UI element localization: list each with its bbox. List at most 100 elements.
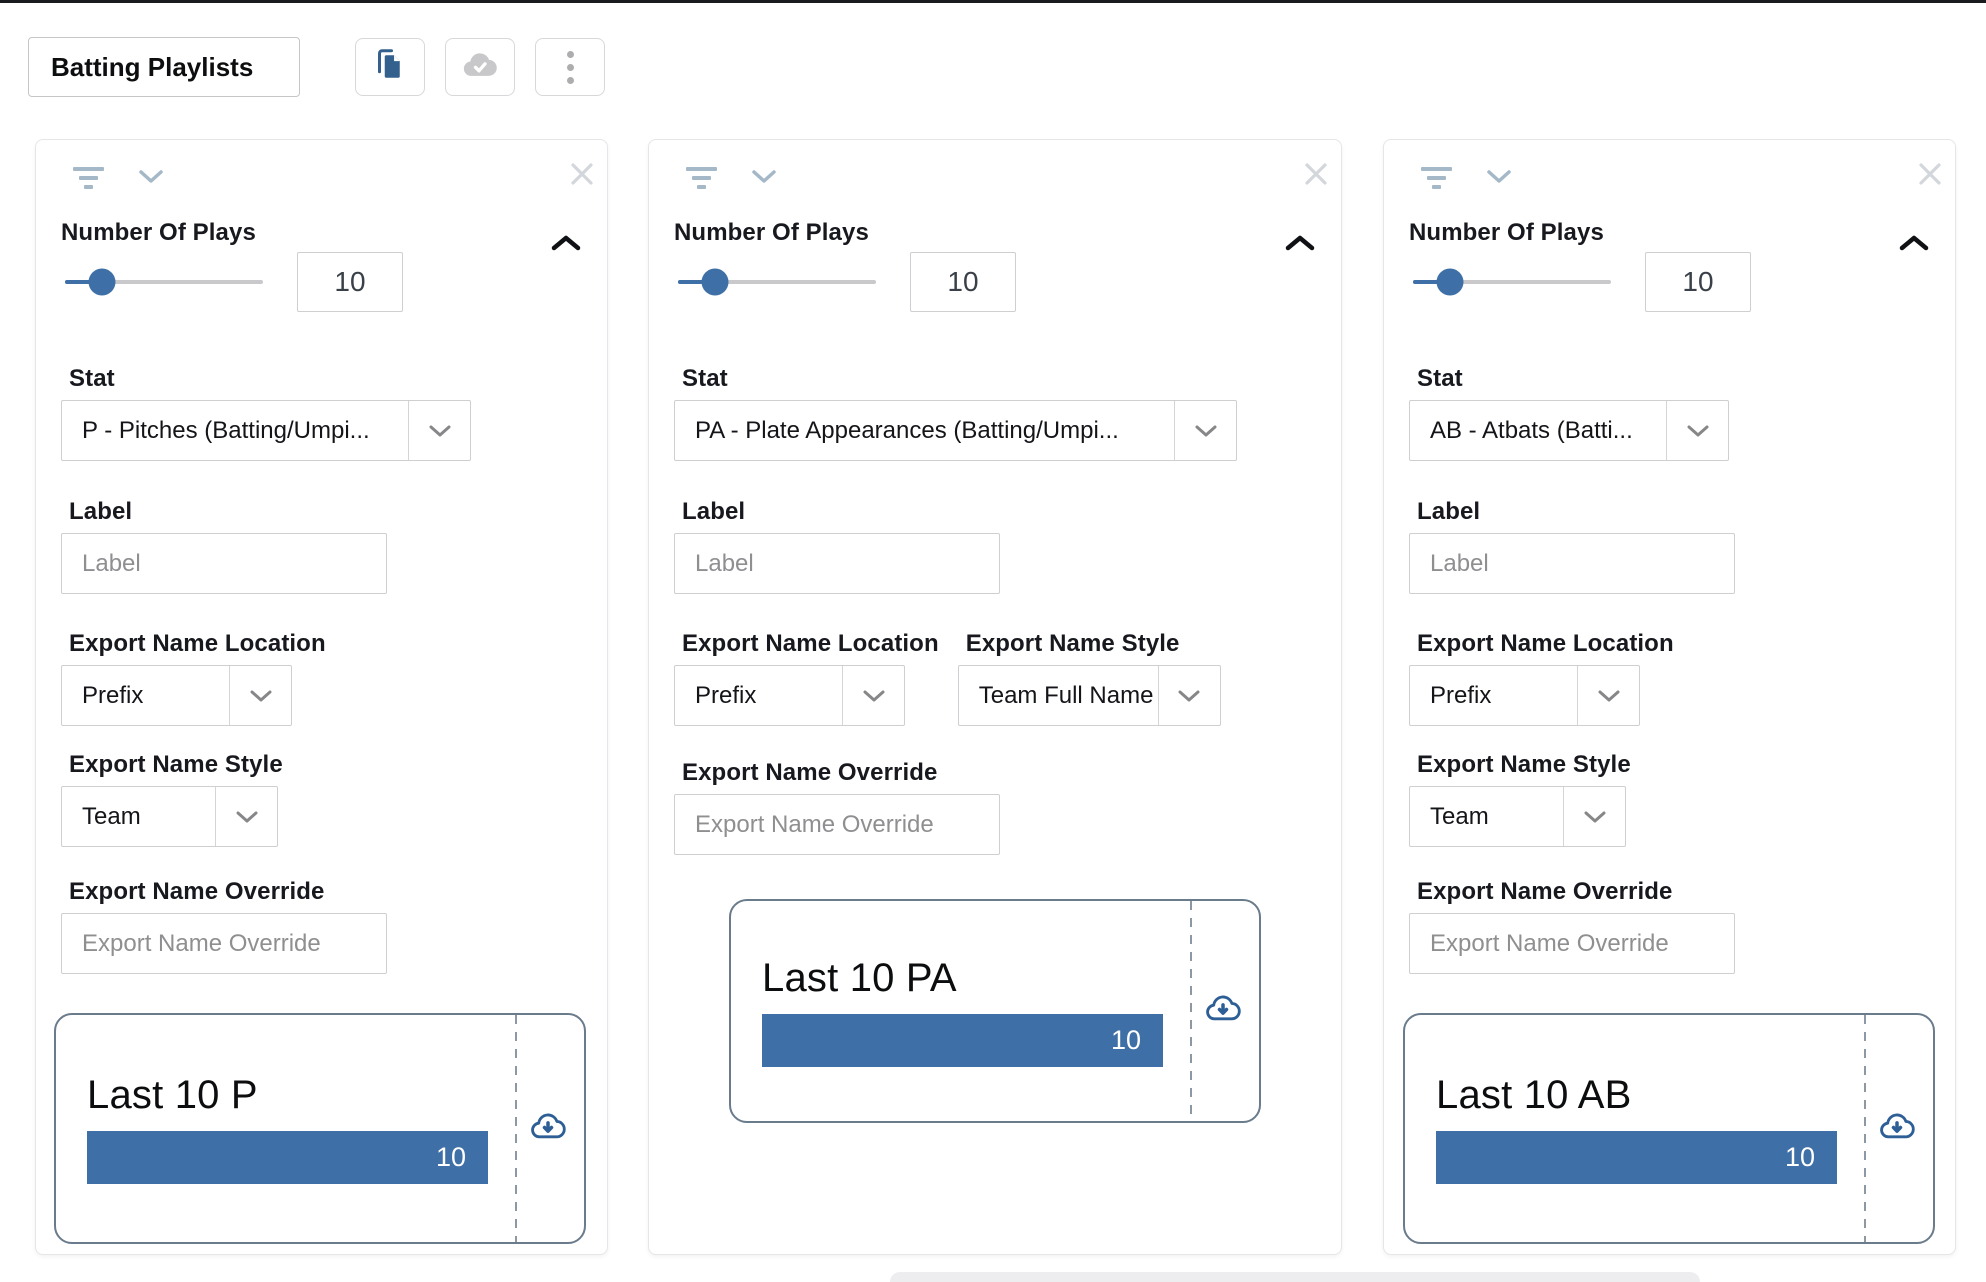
card-header <box>649 140 1341 192</box>
stat-select-value: AB - Atbats (Batti... <box>1430 416 1633 444</box>
more-options-button[interactable] <box>535 38 605 96</box>
label-input[interactable] <box>674 533 1000 594</box>
export-name-style-select[interactable]: Team <box>1409 786 1626 847</box>
number-of-plays-label: Number Of Plays <box>674 219 869 246</box>
export-name-override-label: Export Name Override <box>1417 878 1673 905</box>
preview-divider <box>1190 901 1192 1121</box>
export-name-location-select[interactable]: Prefix <box>674 665 905 726</box>
page-header: Batting Playlists <box>28 37 605 97</box>
export-name-location-value: Prefix <box>695 681 757 709</box>
stat-select[interactable]: PA - Plate Appearances (Batting/Umpi... <box>674 400 1237 461</box>
export-name-location-value: Prefix <box>1430 681 1492 709</box>
copy-icon <box>372 47 408 88</box>
slider-thumb[interactable] <box>88 268 116 296</box>
chevron-down-icon <box>408 401 470 460</box>
export-name-override-input[interactable] <box>1409 913 1735 974</box>
close-icon[interactable] <box>568 160 596 193</box>
preview-bar: 10 <box>1436 1131 1837 1184</box>
close-icon[interactable] <box>1302 160 1330 193</box>
header-toolbar <box>355 38 605 96</box>
slider-thumb[interactable] <box>701 268 729 296</box>
preview-content: Last 10 AB 10 <box>1436 1015 1837 1242</box>
preview-bar: 10 <box>762 1013 1163 1067</box>
filter-icon[interactable] <box>1421 167 1452 189</box>
window-top-edge <box>0 0 1986 3</box>
preview-content: Last 10 P 10 <box>87 1015 488 1242</box>
export-name-location-label: Export Name Location <box>682 630 939 657</box>
playlist-cards-row: Number Of Plays Stat P - Pitches (Battin… <box>35 139 1956 1255</box>
export-name-style-select[interactable]: Team Full Name <box>957 665 1221 726</box>
chevron-down-icon <box>1666 401 1728 460</box>
stat-select-value: PA - Plate Appearances (Batting/Umpi... <box>695 416 1119 444</box>
collapse-chevron-up-icon[interactable] <box>1284 234 1316 257</box>
number-of-plays-input[interactable] <box>1645 252 1751 312</box>
label-label: Label <box>1417 498 1481 525</box>
export-name-location-label: Export Name Location <box>69 630 326 657</box>
export-name-style-group: Export Name Style Team Full Name <box>957 630 1221 726</box>
label-label: Label <box>69 498 133 525</box>
export-name-style-select[interactable]: Team <box>61 786 278 847</box>
chevron-down-icon <box>215 787 277 846</box>
playlist-card-p: Number Of Plays Stat P - Pitches (Battin… <box>35 139 608 1255</box>
export-name-override-input[interactable] <box>674 794 1000 855</box>
export-name-location-group: Export Name Location Prefix <box>674 630 939 726</box>
card-header <box>36 140 607 192</box>
card-header <box>1384 140 1955 192</box>
export-name-style-value: Team <box>82 802 141 830</box>
playlist-preview: Last 10 PA 10 <box>729 899 1261 1123</box>
playlist-card-ab: Number Of Plays Stat AB - Atbats (Batti.… <box>1383 139 1956 1255</box>
chevron-down-icon <box>842 666 904 725</box>
playlist-preview: Last 10 AB 10 <box>1403 1013 1935 1244</box>
preview-divider <box>1864 1015 1866 1242</box>
preview-content: Last 10 PA 10 <box>762 901 1163 1121</box>
playlist-title-input[interactable]: Batting Playlists <box>28 37 300 97</box>
filter-icon[interactable] <box>686 167 717 189</box>
label-input[interactable] <box>61 533 387 594</box>
export-name-override-label: Export Name Override <box>682 759 938 786</box>
export-name-override-input[interactable] <box>61 913 387 974</box>
close-icon[interactable] <box>1916 160 1944 193</box>
export-name-location-select[interactable]: Prefix <box>61 665 292 726</box>
chevron-down-icon[interactable] <box>1486 168 1512 189</box>
chevron-down-icon[interactable] <box>138 168 164 189</box>
number-of-plays-input[interactable] <box>910 252 1016 312</box>
chevron-down-icon <box>229 666 291 725</box>
stat-select[interactable]: P - Pitches (Batting/Umpi... <box>61 400 471 461</box>
export-name-location-select[interactable]: Prefix <box>1409 665 1640 726</box>
cloud-download-icon[interactable] <box>524 1106 572 1151</box>
label-input[interactable] <box>1409 533 1735 594</box>
export-name-location-value: Prefix <box>82 681 144 709</box>
number-of-plays-slider[interactable] <box>1413 268 1611 296</box>
stat-label: Stat <box>69 365 115 392</box>
collapse-chevron-up-icon[interactable] <box>1898 234 1930 257</box>
chevron-down-icon[interactable] <box>751 168 777 189</box>
number-of-plays-label: Number Of Plays <box>61 219 256 246</box>
filter-icon[interactable] <box>73 167 104 189</box>
preview-title: Last 10 PA <box>762 955 957 1000</box>
playlist-preview: Last 10 P 10 <box>54 1013 586 1244</box>
number-of-plays-input[interactable] <box>297 252 403 312</box>
export-name-style-label: Export Name Style <box>69 751 283 778</box>
preview-bar: 10 <box>87 1131 488 1184</box>
number-of-plays-slider[interactable] <box>678 268 876 296</box>
cloud-download-icon[interactable] <box>1873 1106 1921 1151</box>
stat-select[interactable]: AB - Atbats (Batti... <box>1409 400 1729 461</box>
preview-title: Last 10 AB <box>1436 1073 1632 1117</box>
export-name-style-label: Export Name Style <box>965 630 1180 657</box>
slider-thumb[interactable] <box>1436 268 1464 296</box>
stat-label: Stat <box>682 365 728 392</box>
label-label: Label <box>682 498 746 525</box>
export-name-location-label: Export Name Location <box>1417 630 1674 657</box>
export-name-style-label: Export Name Style <box>1417 751 1631 778</box>
export-name-style-value: Team Full Name <box>978 681 1154 709</box>
copy-button[interactable] <box>355 38 425 96</box>
collapse-chevron-up-icon[interactable] <box>550 234 582 257</box>
number-of-plays-slider[interactable] <box>65 268 263 296</box>
cloud-download-icon[interactable] <box>1199 989 1247 1034</box>
preview-divider <box>515 1015 517 1242</box>
chevron-down-icon <box>1563 787 1625 846</box>
cloud-saved-button[interactable] <box>445 38 515 96</box>
preview-title: Last 10 P <box>87 1073 258 1117</box>
slider-fill <box>678 280 715 284</box>
number-of-plays-label: Number Of Plays <box>1409 219 1604 246</box>
